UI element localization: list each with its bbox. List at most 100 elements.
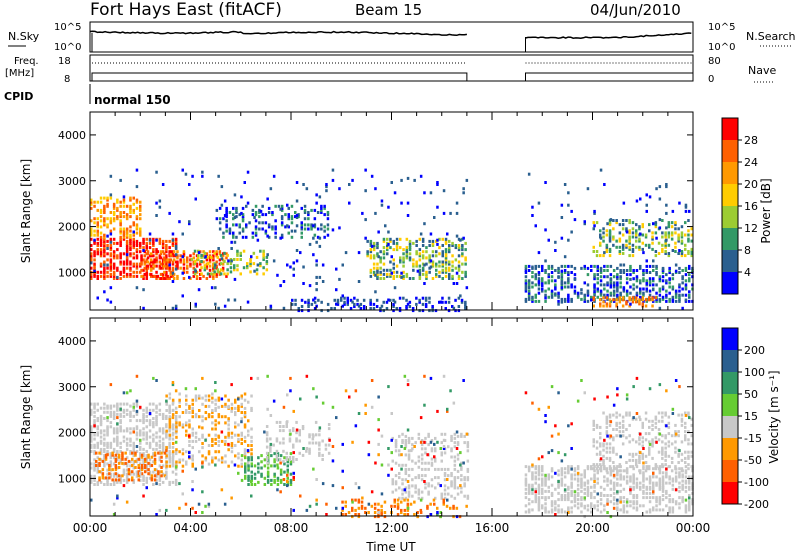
- echo-cell: [432, 240, 435, 243]
- echo-cell: [619, 430, 622, 433]
- echo-cell: [603, 269, 606, 272]
- echo-cell: [646, 210, 649, 213]
- echo-cell: [658, 451, 661, 454]
- echo-cell: [432, 277, 435, 280]
- echo-cell: [214, 407, 217, 410]
- echo-cell: [95, 452, 98, 455]
- echo-cell: [288, 213, 291, 216]
- echo-cell: [602, 449, 605, 452]
- echo-cell: [681, 269, 684, 272]
- echo-cell: [267, 467, 270, 470]
- echo-cell: [218, 450, 221, 453]
- echo-cell: [461, 244, 464, 247]
- echo-cell: [168, 442, 171, 445]
- echo-cell: [103, 267, 106, 270]
- echo-cell: [652, 277, 655, 280]
- echo-cell: [100, 201, 103, 204]
- echo-cell: [93, 230, 96, 233]
- echo-cell: [162, 183, 165, 186]
- echo-cell: [220, 272, 223, 275]
- echo-cell: [411, 495, 414, 498]
- echo-cell: [430, 259, 433, 262]
- echo-cell: [235, 223, 238, 226]
- echo-cell: [230, 383, 233, 386]
- echo-cell: [182, 470, 185, 473]
- echo-cell: [102, 472, 105, 475]
- echo-cell: [123, 215, 126, 218]
- echo-cell: [593, 221, 596, 224]
- echo-cell: [648, 229, 651, 232]
- echo-cell: [593, 420, 596, 423]
- echo-cell: [211, 397, 214, 400]
- echo-cell: [610, 273, 613, 276]
- echo-cell: [342, 507, 345, 510]
- echo-cell: [636, 494, 639, 497]
- echo-cell: [355, 424, 358, 427]
- echo-cell: [387, 243, 390, 246]
- echo-cell: [270, 479, 273, 482]
- echo-cell: [606, 265, 609, 268]
- echo-cell: [435, 250, 438, 253]
- echo-cell: [544, 297, 547, 300]
- echo-cell: [241, 438, 244, 441]
- echo-cell: [561, 265, 564, 268]
- echo-cell: [561, 282, 564, 285]
- echo-cell: [587, 486, 590, 489]
- echo-cell: [315, 288, 318, 291]
- echo-cell: [113, 411, 116, 414]
- echo-cell: [459, 294, 462, 297]
- echo-cell: [635, 418, 638, 421]
- echo-cell: [535, 274, 538, 277]
- echo-cell: [195, 198, 198, 201]
- echo-cell: [606, 281, 609, 284]
- echo-cell: [609, 254, 612, 257]
- echo-cell: [467, 441, 470, 444]
- echo-cell: [606, 494, 609, 497]
- echo-cell: [655, 475, 658, 478]
- echo-cell: [632, 227, 635, 230]
- echo-cell: [407, 379, 410, 382]
- echo-cell: [103, 434, 106, 437]
- echo-cell: [315, 396, 318, 399]
- echo-cell: [433, 455, 436, 458]
- echo-cell: [622, 219, 625, 222]
- echo-cell: [131, 458, 134, 461]
- echo-cell: [623, 504, 626, 507]
- echo-cell: [232, 207, 235, 210]
- echo-cell: [461, 277, 464, 280]
- echo-cell: [191, 480, 194, 483]
- echo-cell: [155, 405, 158, 408]
- echo-cell: [325, 503, 328, 506]
- echo-cell: [234, 407, 237, 410]
- echo-cell: [319, 426, 322, 429]
- echo-cell: [250, 444, 253, 447]
- echo-cell: [136, 232, 139, 235]
- echo-cell: [274, 225, 277, 228]
- echo-cell: [577, 478, 580, 481]
- echo-cell: [189, 263, 192, 266]
- echo-cell: [425, 271, 428, 274]
- echo-cell: [136, 254, 139, 257]
- echo-cell: [564, 453, 567, 456]
- echo-cell: [136, 286, 139, 289]
- echo-cell: [564, 511, 567, 514]
- echo-cell: [201, 511, 204, 514]
- echo-cell: [224, 305, 227, 308]
- echo-cell: [538, 484, 541, 487]
- echo-cell: [421, 474, 424, 477]
- echo-cell: [454, 445, 457, 448]
- echo-cell: [146, 415, 149, 418]
- echo-cell: [418, 489, 421, 492]
- echo-cell: [538, 300, 541, 303]
- echo-cell: [623, 269, 626, 272]
- echo-cell: [182, 423, 185, 426]
- echo-cell: [619, 264, 622, 267]
- echo-cell: [665, 204, 668, 207]
- echo-cell: [244, 407, 247, 410]
- echo-cell: [609, 457, 612, 460]
- echo-cell: [619, 250, 622, 253]
- echo-cell: [205, 417, 208, 420]
- echo-cell: [160, 273, 163, 276]
- echo-cell: [267, 471, 270, 474]
- echo-cell: [226, 262, 229, 265]
